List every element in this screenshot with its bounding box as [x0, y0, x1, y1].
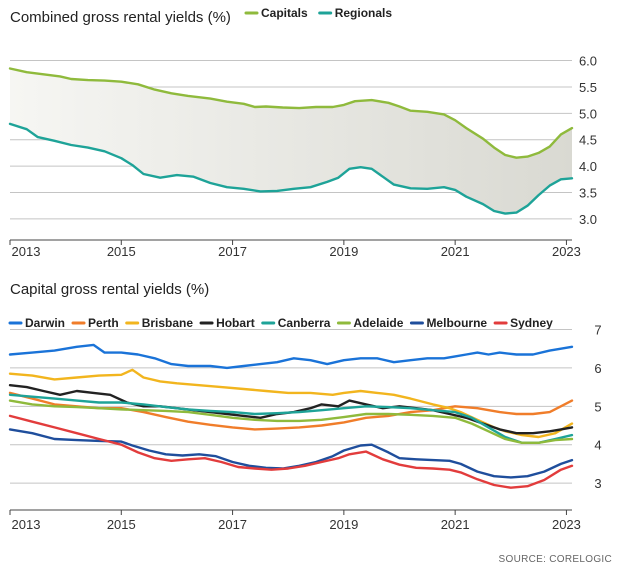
y-tick-label: 5.0	[579, 106, 597, 121]
x-tick-label: 2019	[329, 517, 358, 532]
x-tick-label: 2019	[329, 244, 358, 259]
x-tick-label: 2023	[552, 517, 581, 532]
legend-entry: Sydney	[510, 316, 553, 330]
y-tick-label: 4	[594, 438, 601, 453]
y-tick-label: 5.5	[579, 80, 597, 95]
chart-title: Combined gross rental yields (%)	[10, 9, 231, 26]
legend-entry: Perth	[88, 316, 119, 330]
chart-panel-2: Capital gross rental yields (%) Darwin Per…	[8, 281, 602, 532]
shaded-gap-area	[10, 68, 572, 214]
x-tick-label: 2013	[12, 517, 41, 532]
y-tick-label: 6.0	[579, 54, 597, 69]
legend-entry: Capitals	[261, 6, 308, 20]
series-line-regionals	[8, 122, 574, 215]
series-line-darwin	[8, 343, 574, 370]
y-tick-label: 3.5	[579, 186, 597, 201]
legend-entry: Hobart	[216, 316, 255, 330]
y-tick-label: 7	[594, 323, 601, 338]
series-line-canberra	[8, 393, 574, 444]
chart-panel-1: Combined gross rental yields (%) Capitals…	[8, 6, 597, 259]
legend-entry: Melbourne	[426, 316, 487, 330]
chart-title: Capital gross rental yields (%)	[10, 281, 209, 298]
y-tick-label: 4.0	[579, 159, 597, 174]
series-line-sydney	[8, 414, 574, 489]
legend-entry: Darwin	[25, 316, 65, 330]
x-tick-label: 2015	[107, 244, 136, 259]
y-tick-label: 4.5	[579, 133, 597, 148]
legend-entry: Regionals	[335, 6, 393, 20]
x-tick-label: 2017	[218, 517, 247, 532]
source-note: SOURCE: CORELOGIC	[499, 554, 612, 565]
series-line-capitals	[8, 67, 574, 159]
legend-entry: Brisbane	[142, 316, 194, 330]
x-tick-label: 2021	[441, 517, 470, 532]
x-tick-label: 2013	[12, 244, 41, 259]
series-line-melbourne	[8, 428, 574, 479]
legend-entry: Adelaide	[353, 316, 403, 330]
y-tick-label: 3.0	[579, 212, 597, 227]
x-tick-label: 2021	[441, 244, 470, 259]
y-tick-label: 3	[594, 476, 601, 491]
y-tick-label: 5	[594, 399, 601, 414]
series-line-adelaide	[8, 399, 574, 444]
x-tick-label: 2023	[552, 244, 581, 259]
y-tick-label: 6	[594, 361, 601, 376]
x-tick-label: 2017	[218, 244, 247, 259]
x-tick-label: 2015	[107, 517, 136, 532]
legend-entry: Canberra	[278, 316, 331, 330]
